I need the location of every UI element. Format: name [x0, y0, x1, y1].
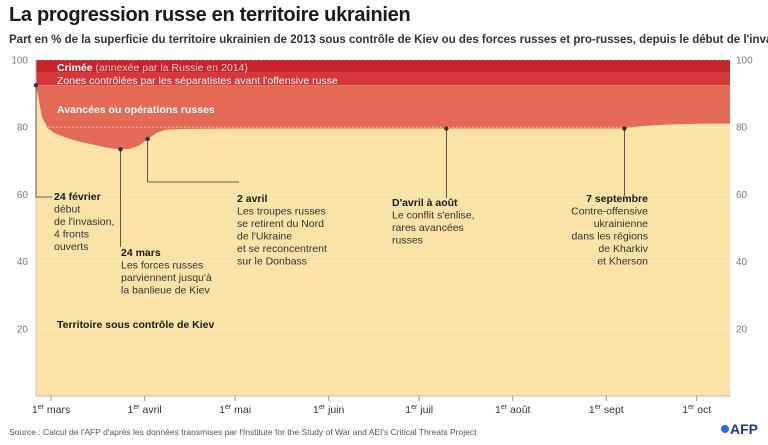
x-tick-label: 1er juin [313, 404, 345, 416]
annotation-text: la banlieue de Kiev [121, 285, 210, 297]
annotation-text: début [54, 204, 80, 216]
annotation-text: russes [392, 235, 423, 247]
separatists-band [36, 72, 730, 86]
legend-label-advances: Avancées ou opérations russes [57, 104, 215, 116]
annotation-text: ukrainienne [594, 218, 648, 230]
annotation-text: rares avancées [392, 222, 464, 234]
chart-title: La progression russe en territoire ukrai… [9, 4, 411, 26]
y-tick-label-right: 40 [736, 257, 748, 268]
x-tick-label: 1er mai [219, 404, 251, 416]
x-tick-label: 1er août [495, 404, 531, 416]
crimea-band [36, 60, 730, 73]
y-tick-label-left: 40 [17, 257, 29, 268]
y-tick-label-left: 60 [17, 190, 29, 201]
legend-label-separatists: Zones contrôlées par les séparatistes av… [57, 75, 338, 87]
annotation-text: se retirent du Nord [237, 218, 324, 230]
source-note: Source : Calcul de l'AFP d'après les don… [9, 427, 477, 437]
annotation-title: 2 avril [237, 193, 267, 205]
x-tick-label: 1er avril [128, 404, 162, 416]
y-tick-label-left: 80 [17, 123, 29, 134]
y-tick-label-right: 80 [736, 123, 748, 134]
annotation-text: de l'Ukraine [237, 231, 292, 243]
annotation-title: 24 février [54, 191, 101, 203]
annotation-text: Les forces russes [121, 260, 203, 272]
annotation-dot [118, 147, 123, 152]
annotation-dot [33, 83, 39, 88]
y-tick-label-right: 20 [736, 324, 748, 335]
annotation-title: 7 septembre [586, 193, 648, 205]
annotation-text: 4 fronts [54, 229, 89, 241]
annotation-text: sur le Donbass [237, 256, 307, 268]
y-tick-label-right: 60 [736, 190, 748, 201]
x-tick-label: 1er oct [682, 404, 711, 416]
y-tick-label-right: 100 [736, 56, 753, 67]
annotation-text: ouverts [54, 241, 88, 253]
x-tick-label: 1er mars [32, 404, 70, 416]
annotation-text: et Kherson [597, 256, 648, 268]
x-tick-label: 1er sept [589, 404, 624, 416]
annotation-dot [145, 136, 150, 142]
annotation-title: D'avril à août [392, 197, 458, 209]
kiev-territory-area [36, 85, 730, 396]
annotation-text: Contre-offensive [571, 206, 648, 218]
afp-logo: AFP [721, 421, 758, 437]
legend-label-crimea: Crimée (annexée par la Russie en 2014) [57, 62, 248, 74]
annotation-leader-line [35, 85, 52, 198]
annotation-title: 24 mars [121, 247, 161, 259]
annotation-text: Les troupes russes [237, 206, 326, 218]
annotation-leader-line [147, 138, 239, 183]
annotation-dot [622, 126, 627, 131]
annotation-text: de Kharkiv [598, 243, 648, 255]
y-tick-label-left: 20 [17, 324, 29, 335]
x-tick-label: 1er juil [405, 404, 433, 416]
chart-subtitle: Part en % de la superficie du territoire… [9, 34, 768, 46]
annotation-text: de l'invasion, [54, 216, 114, 228]
annotation-text: Le conflit s'enlise, [392, 210, 475, 222]
y-tick-label-left: 100 [11, 56, 28, 67]
annotation-text: parviennent jusqu'à [121, 272, 212, 284]
annotation-dot [444, 126, 449, 131]
legend-label-kiev: Territoire sous contrôle de Kiev [57, 319, 215, 331]
annotation-text: dans les régions [572, 231, 648, 243]
annotation-text: et se reconcentrent [237, 243, 327, 255]
